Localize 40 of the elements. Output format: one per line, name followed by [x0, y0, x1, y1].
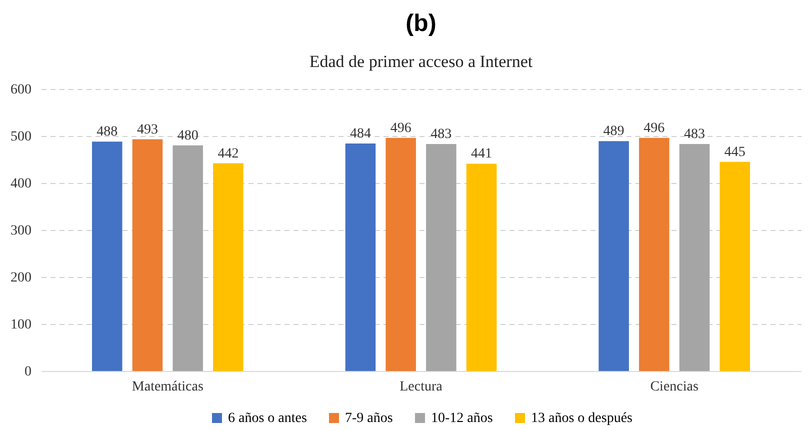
legend-label: 13 años o después — [531, 411, 632, 426]
y-tick-label: 400 — [10, 176, 32, 192]
y-tick-label: 600 — [10, 82, 32, 98]
x-tick-label: Lectura — [400, 380, 444, 394]
y-tick-label: 300 — [10, 224, 32, 238]
data-label: 496 — [390, 120, 412, 136]
chart-title: (b) — [406, 10, 436, 37]
chart-subtitle: Edad de primer acceso a Internet — [309, 52, 533, 71]
bar — [132, 139, 163, 371]
y-tick-label: 0 — [24, 364, 32, 380]
bar — [466, 164, 497, 371]
data-label: 488 — [96, 124, 118, 140]
data-label: 441 — [471, 146, 492, 162]
y-tick-label: 100 — [10, 318, 32, 332]
legend-label: 6 años o antes — [228, 411, 307, 426]
legend-label: 7-9 años — [345, 411, 393, 426]
bar — [598, 141, 629, 371]
bar — [213, 163, 244, 371]
data-label: 496 — [644, 120, 665, 136]
bar — [386, 138, 416, 371]
bar — [92, 142, 122, 371]
bar — [639, 138, 670, 371]
bar — [345, 144, 376, 371]
data-label: 483 — [684, 126, 706, 142]
data-label: 493 — [136, 122, 158, 138]
y-tick-label: 500 — [10, 130, 32, 144]
bar — [720, 162, 750, 371]
data-label: 483 — [430, 126, 452, 142]
bar — [679, 144, 710, 371]
y-tick-label: 200 — [10, 270, 32, 286]
legend-label: 10-12 años — [431, 411, 493, 426]
bar — [172, 145, 203, 371]
data-label: 442 — [218, 146, 239, 162]
bar — [426, 144, 456, 371]
data-label: 445 — [724, 144, 746, 160]
data-label: 480 — [177, 128, 198, 144]
x-tick-label: Ciencias — [650, 380, 698, 394]
x-tick-label: Matemáticas — [132, 380, 204, 394]
data-label: 489 — [603, 124, 624, 140]
data-label: 484 — [350, 126, 371, 142]
